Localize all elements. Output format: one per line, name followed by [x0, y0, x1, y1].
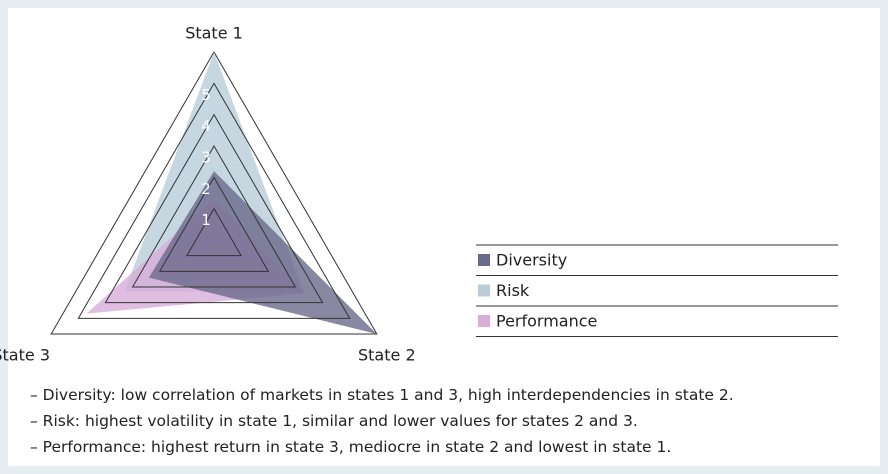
grid-line: [131, 145, 297, 288]
note: – Diversity: low correlation of markets …: [30, 386, 734, 404]
legend-swatch: [478, 315, 490, 327]
legend-label: Risk: [496, 281, 530, 300]
grid-line: [185, 207, 243, 257]
note: – Performance: highest return in state 3…: [30, 438, 672, 456]
y-tick-label: 5: [201, 86, 211, 104]
grid-line: [158, 176, 270, 272]
category-label: State 2: [358, 346, 416, 365]
y-tick-label: 4: [201, 117, 211, 135]
note: – Risk: highest volatility in state 1, s…: [30, 412, 638, 430]
y-tick-label: 2: [201, 180, 211, 198]
grid-line: [104, 113, 324, 304]
legend-swatch: [478, 284, 490, 297]
category-label: State 1: [185, 24, 243, 43]
series-area: [148, 171, 377, 334]
y-tick-label: 3: [201, 149, 211, 167]
legend-label: Diversity: [496, 251, 567, 270]
legend-swatch: [478, 254, 490, 266]
y-tick-label: 1: [201, 211, 211, 229]
legend-label: Performance: [496, 312, 597, 331]
grid-line: [77, 82, 351, 319]
category-label: State 3: [0, 346, 50, 365]
radar-frame: [50, 50, 378, 335]
